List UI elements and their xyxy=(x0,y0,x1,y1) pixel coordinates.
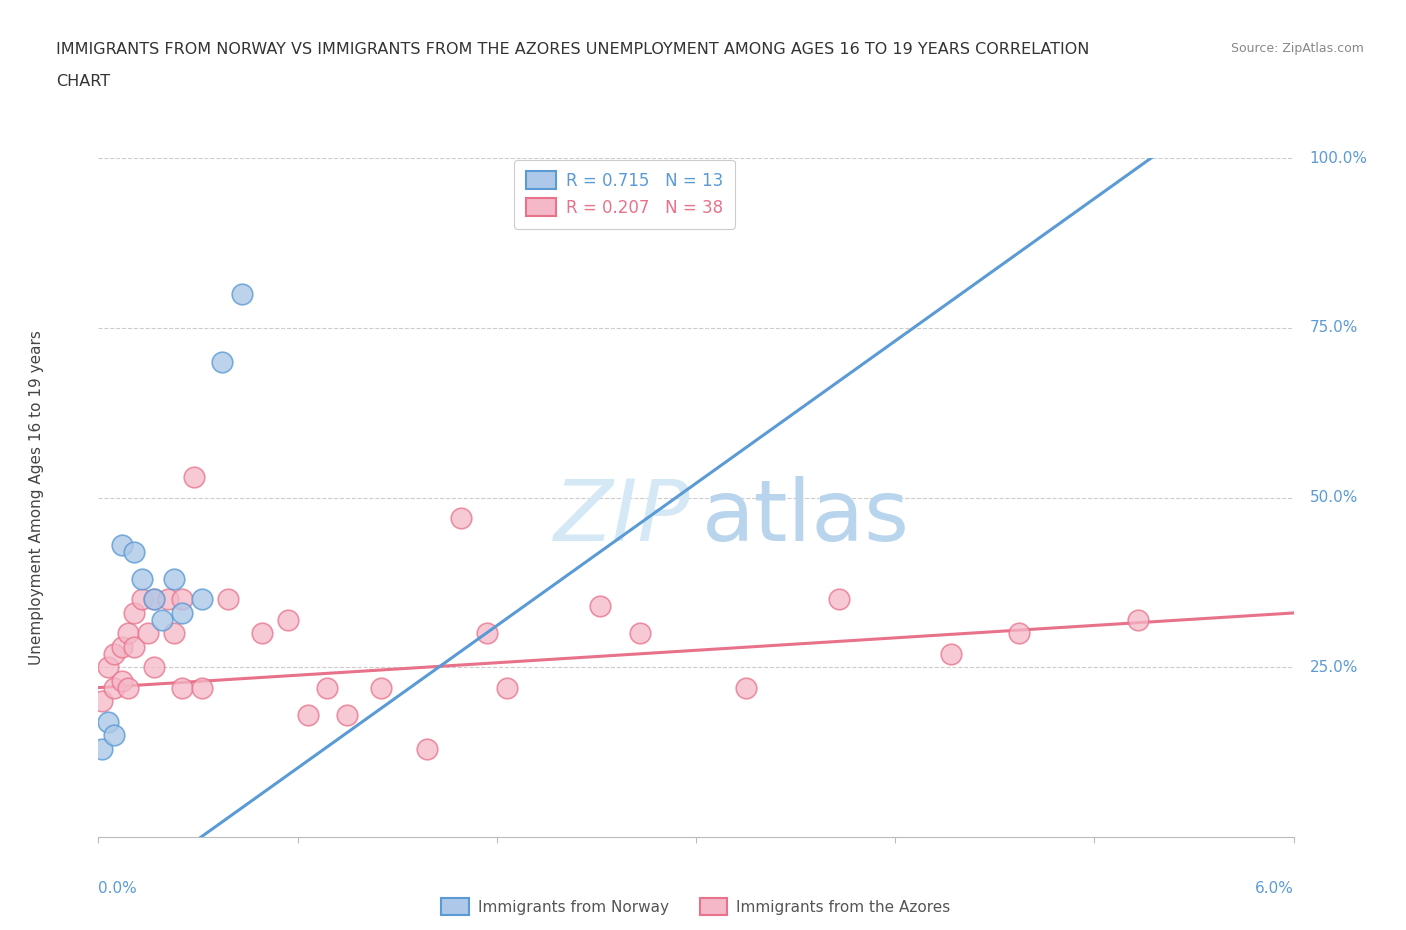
Point xyxy=(103,727,125,742)
Point xyxy=(172,680,194,695)
Point xyxy=(157,592,180,607)
Point xyxy=(277,612,299,627)
Point xyxy=(143,660,166,675)
Text: 75.0%: 75.0% xyxy=(1309,320,1358,336)
Text: ZIP: ZIP xyxy=(554,476,690,560)
Point xyxy=(217,592,239,607)
Point xyxy=(370,680,392,695)
Point xyxy=(163,626,186,641)
Point xyxy=(172,605,194,620)
Point xyxy=(111,538,134,552)
Point xyxy=(316,680,339,695)
Point xyxy=(136,626,159,641)
Point xyxy=(734,680,756,695)
Point xyxy=(628,626,651,641)
Point xyxy=(589,599,612,614)
Point xyxy=(1128,612,1150,627)
Point xyxy=(191,680,214,695)
Point xyxy=(172,592,194,607)
Point xyxy=(939,646,962,661)
Point xyxy=(91,694,114,709)
Text: 6.0%: 6.0% xyxy=(1254,881,1294,897)
Point xyxy=(124,544,146,559)
Text: 0.0%: 0.0% xyxy=(98,881,138,897)
Point xyxy=(1007,626,1029,641)
Text: 50.0%: 50.0% xyxy=(1309,490,1358,505)
Point xyxy=(250,626,273,641)
Point xyxy=(103,646,125,661)
Text: 25.0%: 25.0% xyxy=(1309,659,1358,675)
Text: Unemployment Among Ages 16 to 19 years: Unemployment Among Ages 16 to 19 years xyxy=(28,330,44,665)
Point xyxy=(475,626,498,641)
Text: CHART: CHART xyxy=(56,74,110,89)
Point xyxy=(117,680,139,695)
Point xyxy=(416,741,439,756)
Text: 100.0%: 100.0% xyxy=(1309,151,1368,166)
Point xyxy=(111,673,134,688)
Point xyxy=(495,680,517,695)
Text: atlas: atlas xyxy=(702,476,910,560)
Point xyxy=(231,286,253,301)
Text: IMMIGRANTS FROM NORWAY VS IMMIGRANTS FROM THE AZORES UNEMPLOYMENT AMONG AGES 16 : IMMIGRANTS FROM NORWAY VS IMMIGRANTS FRO… xyxy=(56,42,1090,57)
Point xyxy=(183,470,205,485)
Point xyxy=(124,605,146,620)
Point xyxy=(163,572,186,587)
Legend: Immigrants from Norway, Immigrants from the Azores: Immigrants from Norway, Immigrants from … xyxy=(436,892,956,921)
Point xyxy=(117,626,139,641)
Point xyxy=(191,592,214,607)
Point xyxy=(336,708,359,723)
Point xyxy=(97,660,120,675)
Point xyxy=(131,592,153,607)
Point xyxy=(91,741,114,756)
Point xyxy=(297,708,319,723)
Text: Source: ZipAtlas.com: Source: ZipAtlas.com xyxy=(1230,42,1364,55)
Point xyxy=(150,612,173,627)
Point xyxy=(450,511,472,525)
Point xyxy=(131,572,153,587)
Point xyxy=(211,354,233,369)
Point xyxy=(124,640,146,655)
Point xyxy=(111,640,134,655)
Point xyxy=(103,680,125,695)
Point xyxy=(828,592,851,607)
Point xyxy=(97,714,120,729)
Point xyxy=(143,592,166,607)
Point xyxy=(143,592,166,607)
